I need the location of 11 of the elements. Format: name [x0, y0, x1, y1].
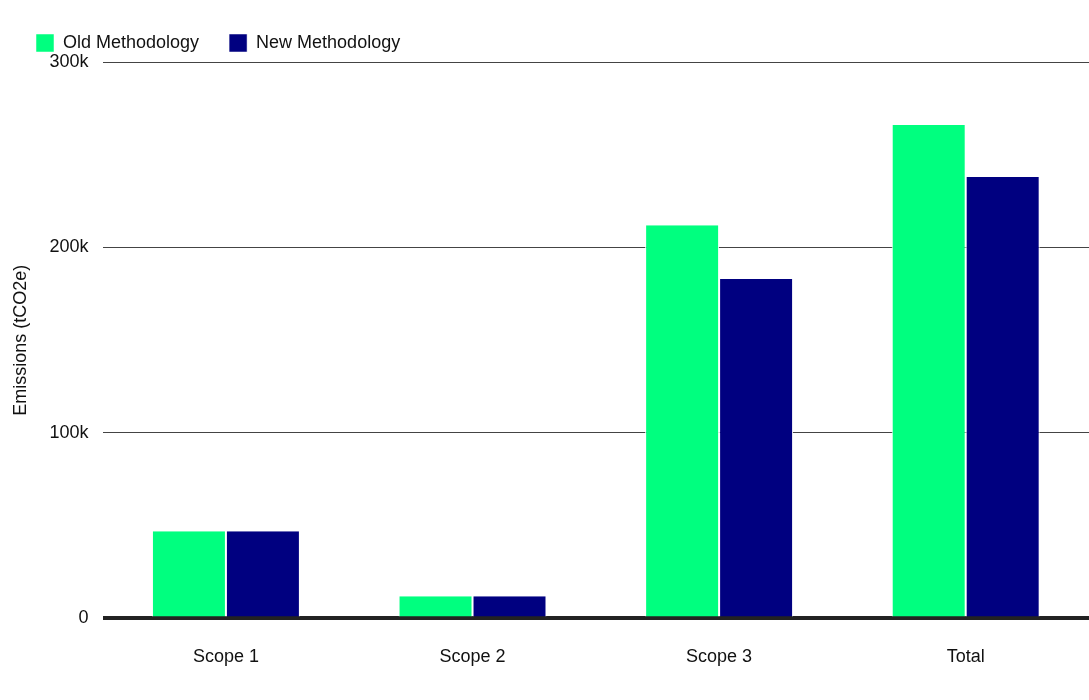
y-tick-label: 0: [78, 607, 89, 628]
y-tick-label: 300k: [49, 50, 90, 71]
y-tick-label: 200k: [49, 236, 90, 257]
y-tick-label: 100k: [49, 421, 90, 442]
x-tick-label: Scope 2: [439, 646, 506, 667]
x-tick-label: Scope 1: [192, 646, 259, 667]
legend-label: New Methodology: [256, 31, 401, 52]
x-tick-label: Scope 3: [686, 646, 753, 667]
legend-label: Old Methodology: [63, 31, 200, 52]
y-axis-title: Emissions (tCO2e): [9, 264, 30, 416]
x-tick-label: Total: [946, 646, 985, 667]
